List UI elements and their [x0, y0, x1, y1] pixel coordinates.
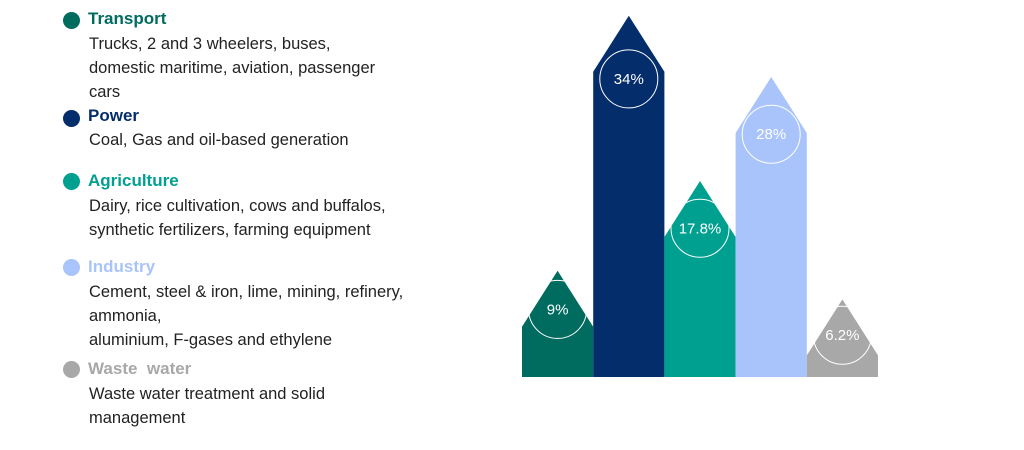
power-dot-icon [63, 110, 80, 127]
data-label: 6.2% [825, 327, 859, 344]
bar-power [593, 15, 665, 378]
bar-industry [735, 77, 807, 377]
data-label-ring [528, 279, 588, 339]
legend-desc-line: cars [89, 83, 121, 101]
transport-dot-icon [63, 12, 80, 29]
legend-desc-line: Trucks, 2 and 3 wheelers, buses, [89, 35, 331, 53]
legend-title: Agriculture [88, 171, 179, 190]
industry-dot-icon [63, 259, 80, 276]
legend-desc-line: Waste water treatment and solid [89, 385, 325, 403]
legend-title: Power [88, 106, 140, 125]
legend-desc-line: Cement, steel & iron, lime, mining, refi… [89, 283, 404, 301]
data-label: 17.8% [679, 220, 722, 237]
data-label: 9% [547, 301, 569, 318]
waste-water-dot-icon [63, 361, 80, 378]
legend-description: Cement, steel & iron, lime, mining, refi… [89, 280, 459, 352]
data-label-ring [812, 305, 872, 365]
legend-description: Trucks, 2 and 3 wheelers, buses, domesti… [89, 32, 459, 104]
agriculture-dot-icon [63, 173, 80, 190]
data-label-ring [670, 198, 730, 258]
legend-description: Waste water treatment and solid manageme… [89, 382, 459, 430]
legend-desc-line: aluminium, F-gases and ethylene [89, 331, 333, 349]
legend-desc-line: Dairy, rice cultivation, cows and buffal… [89, 197, 386, 215]
legend-desc-line: Coal, Gas and oil-based generation [89, 131, 349, 149]
legend-description: Coal, Gas and oil-based generation [89, 128, 459, 152]
legend-desc-line: domestic maritime, aviation, passenger [89, 59, 376, 77]
data-label-ring [599, 49, 659, 109]
data-label-ring [741, 104, 801, 164]
legend-desc-line: management [89, 409, 186, 427]
data-label: 34% [614, 71, 644, 88]
data-label: 28% [756, 126, 786, 143]
bar-agriculture [664, 181, 736, 377]
legend-description: Dairy, rice cultivation, cows and buffal… [89, 194, 459, 242]
legend-title: Industry [88, 257, 156, 276]
legend-title: Waste water [88, 359, 192, 378]
legend-desc-line: synthetic fertilizers, farming equipment [89, 221, 371, 239]
bar-transport [522, 270, 594, 377]
legend-desc-line: ammonia, [89, 307, 162, 325]
legend-title: Transport [88, 9, 167, 28]
